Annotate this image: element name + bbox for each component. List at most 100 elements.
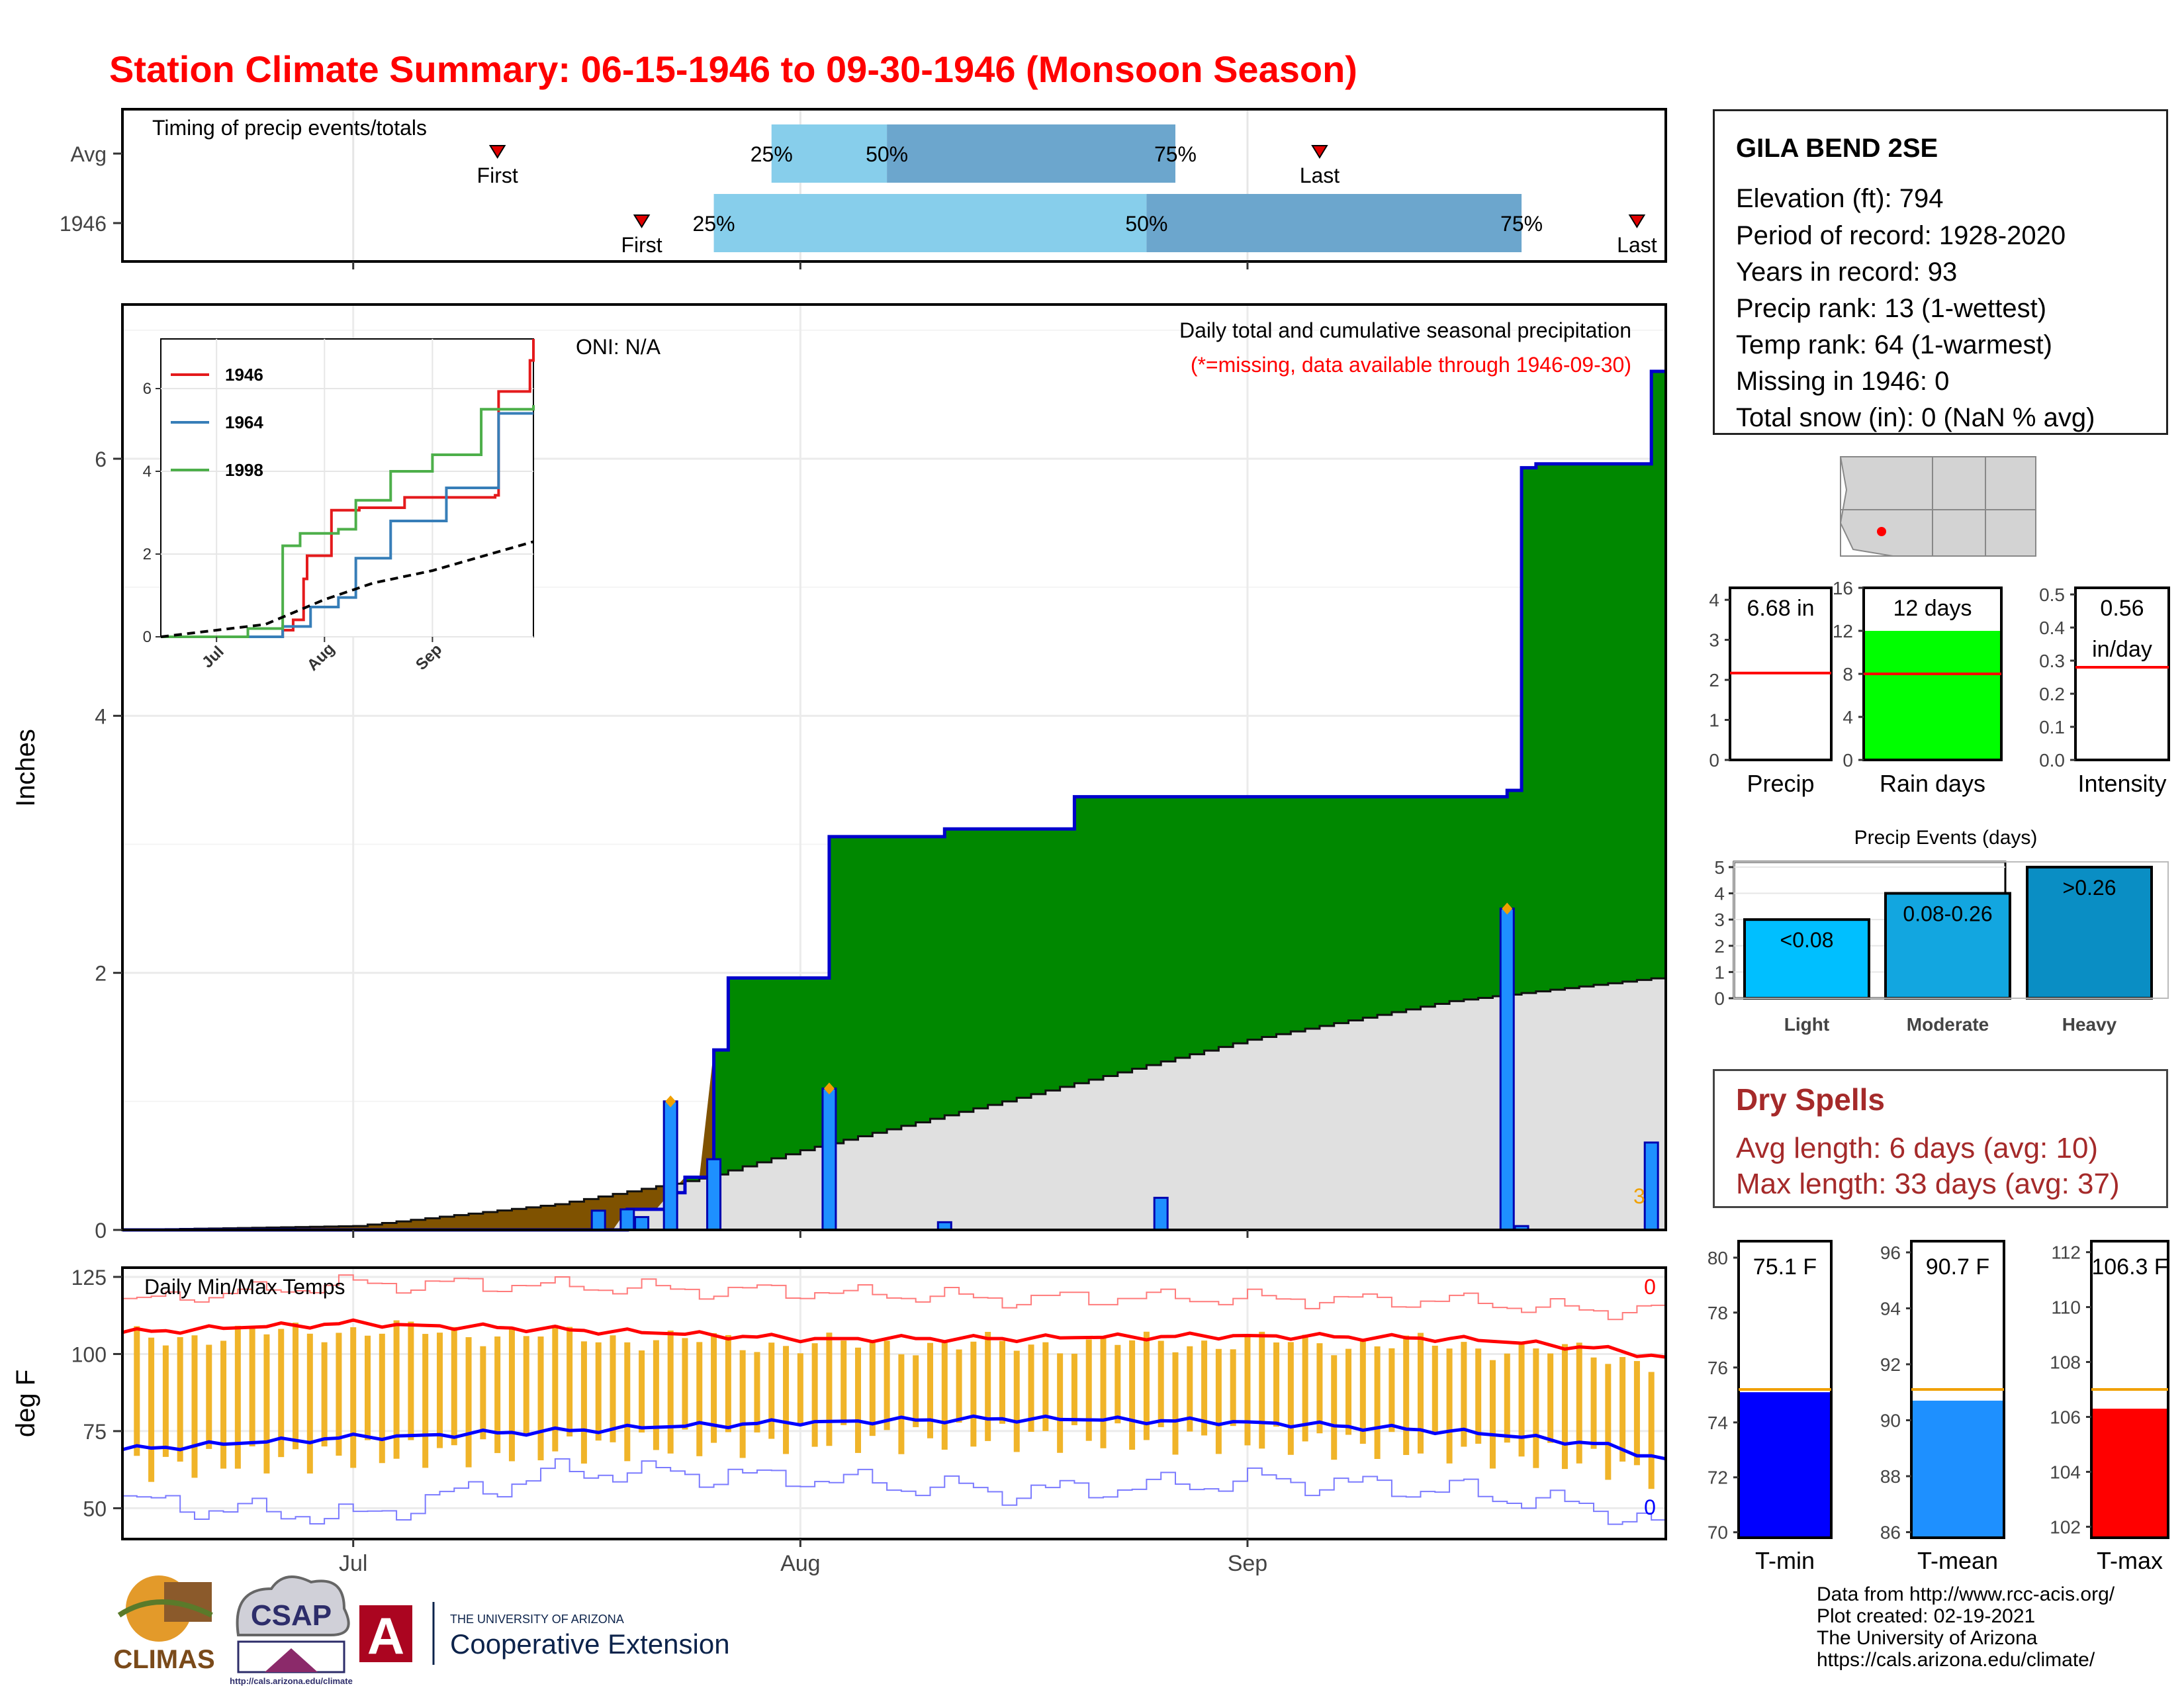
station-years: Years in record: 93 [1736, 258, 1958, 287]
daily-temp-range-bar [1187, 1346, 1193, 1432]
ua-logo-letter: A [367, 1607, 404, 1665]
inset-series-line [161, 405, 535, 638]
ua-logo-line2: Cooperative Extension [450, 1628, 730, 1660]
mini-temp-tick-label: 106 [2050, 1407, 2081, 1427]
precip-count-label: 3 [1633, 1184, 1645, 1208]
daily-temp-range-bar [811, 1343, 818, 1447]
heavy-event-marker [823, 1082, 835, 1095]
daily-temp-range-bar [1648, 1372, 1655, 1489]
timing-p25-label: 25% [751, 142, 793, 166]
avg-max-line [122, 1318, 1666, 1359]
daily-temp-range-bar [177, 1336, 183, 1462]
locator-map [1839, 456, 2036, 557]
inset-y-tick-label: 6 [143, 380, 152, 398]
daily-temp-range-bar [1057, 1353, 1064, 1453]
daily-temp-range-bar [667, 1331, 674, 1454]
temp-panel-label: Daily Min/Max Temps [144, 1275, 345, 1299]
average-precip-line [122, 976, 1667, 1231]
daily-temp-range-bar [1158, 1340, 1164, 1427]
mini-precip-bar [1864, 631, 2001, 760]
mini-precip-value: 6.68 in [1747, 596, 1814, 621]
mini-precip-bar [2075, 588, 2169, 760]
daily-temp-range-bar [696, 1342, 703, 1456]
daily-precip-bar [662, 1100, 678, 1231]
mini-precip-tick-label: 3 [1709, 630, 1719, 651]
precip-y-tick-label: 2 [95, 962, 107, 986]
timing-p75-label: 75% [1154, 142, 1197, 166]
mini-precip-tick-label: 0.1 [2039, 717, 2065, 737]
daily-temp-range-bar [1259, 1331, 1265, 1449]
timing-last-label: Last [1300, 164, 1340, 187]
timing-p50-label: 50% [866, 142, 908, 166]
station-location-marker [1877, 527, 1886, 536]
daily-temp-range-bar [725, 1335, 731, 1432]
mini-temp-tick-label: 88 [1880, 1466, 1901, 1487]
temp-y-tick-label: 125 [71, 1266, 107, 1289]
mini-temp-tick-label: 70 [1707, 1523, 1728, 1543]
daily-temp-range-bar [1504, 1353, 1510, 1443]
map-background [1840, 456, 2036, 557]
events-panel: Precip Events (days) <0.08 Light 0.08-0.26 M… [1714, 827, 2169, 1035]
mini-precip-tick-label: 0.0 [2039, 750, 2065, 771]
timing-label: Timing of precip events/totals [152, 116, 427, 140]
daily-precip-bar [619, 1208, 635, 1231]
dry-spells-max: Max length: 33 days (avg: 37) [1736, 1168, 2120, 1200]
mini-temp-tick-label: 94 [1880, 1298, 1901, 1319]
daily-temp-range-bar [580, 1341, 587, 1464]
precip-y-axis-label: Inches [11, 729, 40, 807]
daily-temp-range-bar [1013, 1350, 1020, 1452]
daily-temp-range-bar [869, 1340, 876, 1436]
timing-first-marker [633, 214, 651, 228]
daily-temp-range-bar [826, 1333, 833, 1446]
daily-temp-range-bar [797, 1353, 803, 1426]
inset-legend-label: 1998 [225, 460, 263, 480]
mini-temp-tick-label: 80 [1707, 1248, 1728, 1268]
daily-precip-bar [1153, 1196, 1169, 1231]
inset-average-line [160, 540, 534, 638]
map-state-borders [1841, 457, 2036, 556]
ua-logo-block [359, 1605, 412, 1662]
oni-label: ONI: N/A [576, 335, 661, 359]
dry-spells-avg: Avg length: 6 days (avg: 10) [1736, 1132, 2099, 1164]
daily-temp-range-bar [162, 1345, 169, 1457]
logos: CLIMAS CSAP http://cals.arizona.edu/climat… [113, 1575, 730, 1686]
mini-temp-label: T-min [1755, 1547, 1815, 1574]
inset-y-tick-label: 2 [143, 545, 152, 563]
daily-temp-range-bar [999, 1340, 1005, 1424]
daily-temp-range-bar [191, 1335, 198, 1478]
daily-temp-range-bar [1533, 1348, 1539, 1468]
mini-temp-tick-label: 108 [2050, 1352, 2081, 1373]
daily-temp-range-bar [595, 1342, 602, 1441]
mini-precip-tick-label: 0 [1843, 750, 1853, 771]
daily-temp-range-bar [1461, 1342, 1467, 1447]
mini-temp-tick-label: 92 [1880, 1354, 1901, 1375]
daily-temp-range-bar [1085, 1339, 1092, 1441]
mini-temp-value: 90.7 F [1926, 1254, 1989, 1280]
csap-logo-url: http://cals.arizona.edu/climate [230, 1676, 353, 1686]
daily-temp-range-bar [1446, 1348, 1453, 1464]
inset-series-line [161, 412, 533, 638]
daily-precip-bar [1499, 908, 1515, 1231]
daily-temp-range-bar [321, 1342, 328, 1447]
daily-temp-range-bar [841, 1340, 847, 1425]
daily-temp-range-bar [523, 1336, 529, 1435]
mini-precip-tick-label: 0.5 [2039, 585, 2065, 605]
daily-temp-range-bar [451, 1327, 457, 1446]
mini-temp-bar [1911, 1400, 2004, 1538]
daily-temp-range-bar [422, 1334, 429, 1468]
events-category-label: Moderate [1907, 1014, 1989, 1035]
events-title: Precip Events (days) [1854, 827, 2038, 849]
mini-temp-label: T-max [2097, 1547, 2163, 1574]
daily-temp-range-bar [1403, 1335, 1410, 1455]
footer-line: https://cals.arizona.edu/climate/ [1817, 1649, 2095, 1671]
daily-temp-range-bar [379, 1333, 385, 1464]
record-max-line [122, 1274, 1666, 1321]
daily-temp-range-bar [1129, 1340, 1136, 1450]
timing-row-label: 1946 [60, 212, 107, 236]
mini-temp-tick-label: 104 [2050, 1462, 2081, 1482]
station-temp-rank: Temp rank: 64 (1-warmest) [1736, 330, 2052, 359]
cumulative-precip-area [122, 371, 1666, 1230]
daily-temp-range-bar [1215, 1348, 1222, 1454]
station-info-box: GILA BEND 2SE Elevation (ft): 794 Period… [1713, 109, 2168, 435]
